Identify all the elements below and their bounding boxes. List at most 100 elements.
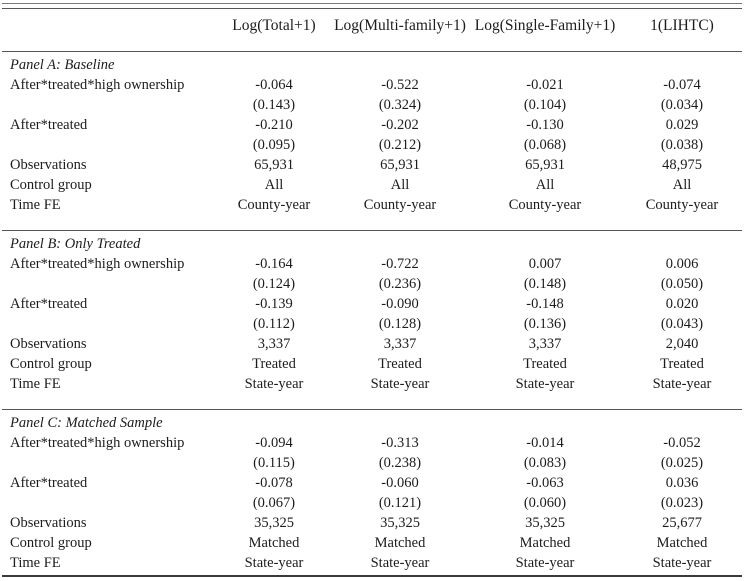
cell-value: -0.078 xyxy=(255,475,293,491)
panel-title: Panel C: Matched Sample xyxy=(2,409,742,433)
table-row: (0.067) (0.121) (0.060) (0.023) xyxy=(2,493,742,513)
row-label xyxy=(2,493,216,513)
column-header-log-single-family: Log(Single-Family+1) xyxy=(468,9,622,52)
cell-value: -0.313 xyxy=(381,435,419,451)
cell-value: -0.202 xyxy=(381,117,419,133)
column-header-log-total: Log(Total+1) xyxy=(216,9,332,52)
cell-value: All xyxy=(535,177,555,193)
cell-value: Treated xyxy=(252,356,296,372)
cell-value: (0.034) xyxy=(660,97,704,113)
cell-value: 35,325 xyxy=(380,515,420,531)
cell-value: 3,337 xyxy=(528,336,562,352)
table-row: Control group Matched Matched Matched Matche… xyxy=(2,533,742,553)
panel-title: Panel A: Baseline xyxy=(2,51,742,75)
row-label: After*treated xyxy=(10,475,88,491)
row-label: Time FE xyxy=(10,555,61,571)
cell-value: (0.136) xyxy=(523,316,567,332)
cell-value: State-year xyxy=(370,376,430,392)
row-label xyxy=(2,95,216,115)
table-row: (0.143) (0.324) (0.104) (0.034) xyxy=(2,95,742,115)
header-empty-cell xyxy=(2,9,216,52)
cell-value: -0.021 xyxy=(526,77,564,93)
table-row: Control group All All All All xyxy=(2,175,742,195)
row-label: After*treated*high ownership xyxy=(10,435,185,451)
column-header-log-multi-family: Log(Multi-family+1) xyxy=(332,9,468,52)
cell-value: 0.006 xyxy=(665,256,699,272)
cell-value: County-year xyxy=(237,197,311,213)
panel-c-matched-sample: Panel C: Matched Sample After*treated*hig… xyxy=(2,409,742,576)
cell-value: 25,677 xyxy=(662,515,702,531)
cell-value: 65,931 xyxy=(380,157,420,173)
table-row: (0.124) (0.236) (0.148) (0.050) xyxy=(2,274,742,294)
cell-value: -0.063 xyxy=(526,475,564,491)
cell-value: -0.064 xyxy=(255,77,293,93)
cell-value: (0.023) xyxy=(660,495,704,511)
row-label xyxy=(2,314,216,334)
cell-value: (0.212) xyxy=(378,137,422,153)
row-label xyxy=(2,135,216,155)
cell-value: (0.324) xyxy=(378,97,422,113)
cell-value: Treated xyxy=(523,356,567,372)
table-row: Observations 3,337 3,337 3,337 2,040 xyxy=(2,334,742,354)
cell-value: (0.128) xyxy=(378,316,422,332)
cell-value: (0.083) xyxy=(523,455,567,471)
row-label: After*treated xyxy=(10,117,88,133)
row-label: Time FE xyxy=(10,197,61,213)
table-row: Control group Treated Treated Treated Treate… xyxy=(2,354,742,374)
row-label: Observations xyxy=(10,157,87,173)
cell-value: 65,931 xyxy=(525,157,565,173)
cell-value: 3,337 xyxy=(383,336,417,352)
row-label: Control group xyxy=(10,535,92,551)
cell-value: 0.029 xyxy=(665,117,699,133)
cell-value: (0.121) xyxy=(378,495,422,511)
table-row: After*treated -0.078 -0.060 -0.063 0.036 xyxy=(2,473,742,493)
cell-value: (0.095) xyxy=(252,137,296,153)
row-label xyxy=(2,274,216,294)
cell-value: 0.007 xyxy=(528,256,562,272)
cell-value: County-year xyxy=(508,197,582,213)
row-label: After*treated*high ownership xyxy=(10,77,185,93)
cell-value: (0.060) xyxy=(523,495,567,511)
table-row: (0.112) (0.128) (0.136) (0.043) xyxy=(2,314,742,334)
row-label: Control group xyxy=(10,177,92,193)
cell-value: -0.074 xyxy=(663,77,701,93)
cell-value: (0.238) xyxy=(378,455,422,471)
cell-value: Matched xyxy=(656,535,708,551)
regression-table: Log(Total+1) Log(Multi-family+1) Log(Sin… xyxy=(2,9,742,575)
row-label xyxy=(2,453,216,473)
cell-value: Treated xyxy=(660,356,704,372)
cell-value: (0.068) xyxy=(523,137,567,153)
cell-value: State-year xyxy=(244,376,304,392)
row-label: After*treated*high ownership xyxy=(10,256,185,272)
table-row: (0.095) (0.212) (0.068) (0.038) xyxy=(2,135,742,155)
cell-value: -0.094 xyxy=(255,435,293,451)
table-row: After*treated*high ownership -0.094 -0.313… xyxy=(2,433,742,453)
cell-value: (0.124) xyxy=(252,276,296,292)
cell-value: 3,337 xyxy=(257,336,291,352)
cell-value: State-year xyxy=(244,555,304,571)
table-row: Time FE State-year State-year State-year Sta… xyxy=(2,374,742,410)
cell-value: (0.112) xyxy=(253,316,295,332)
cell-value: All xyxy=(672,177,692,193)
cell-value: (0.043) xyxy=(660,316,704,332)
cell-value: (0.148) xyxy=(523,276,567,292)
cell-value: State-year xyxy=(652,376,712,392)
cell-value: 0.020 xyxy=(665,296,699,312)
cell-value: 48,975 xyxy=(662,157,702,173)
cell-value: 65,931 xyxy=(254,157,294,173)
cell-value: -0.139 xyxy=(255,296,293,312)
table-row: After*treated*high ownership -0.064 -0.522… xyxy=(2,75,742,95)
cell-value: State-year xyxy=(370,555,430,571)
cell-value: -0.522 xyxy=(381,77,419,93)
cell-value: (0.115) xyxy=(253,455,295,471)
cell-value: -0.130 xyxy=(526,117,564,133)
row-label: Observations xyxy=(10,336,87,352)
cell-value: -0.090 xyxy=(381,296,419,312)
row-label: Time FE xyxy=(10,376,61,392)
table-row: After*treated*high ownership -0.164 -0.722… xyxy=(2,254,742,274)
cell-value: County-year xyxy=(645,197,719,213)
cell-value: -0.210 xyxy=(255,117,293,133)
table-row: Time FE County-year County-year County-year… xyxy=(2,195,742,231)
cell-value: All xyxy=(390,177,410,193)
